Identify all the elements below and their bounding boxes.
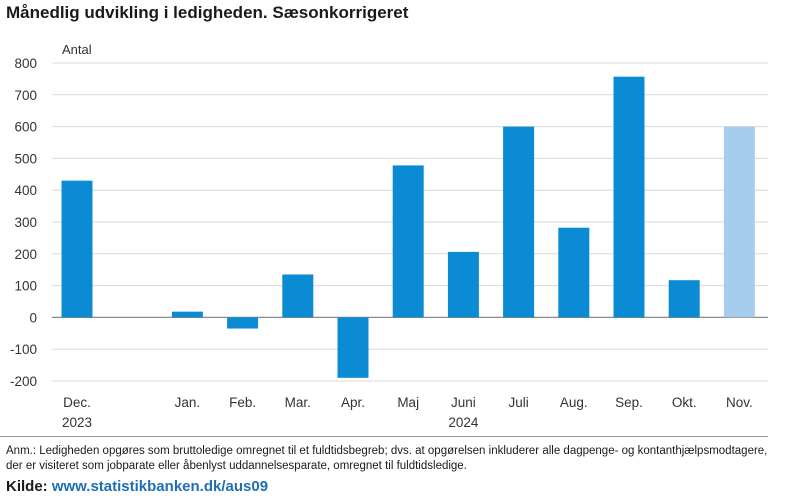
bar [723,126,755,318]
y-tick-label: -200 [10,374,37,389]
x-tick-label: Juli [508,395,528,410]
bars [61,76,755,378]
y-tick-label: 200 [14,247,37,262]
y-tick-label: 100 [14,279,37,294]
bar [171,311,203,318]
bar [447,251,479,318]
x-tick-label: Nov. [726,395,753,410]
bar [613,76,645,318]
x-tick-label: Sep. [615,395,643,410]
x-tick-label: Feb. [229,395,256,410]
x-tick-label: Jan. [175,395,201,410]
x-tick-label: Apr. [341,395,365,410]
y-tick-labels: -200 -100 0 100 200 300 400 500 600 700 800 [10,56,37,389]
x-tick-label: Juni [451,395,476,410]
x-year-label: 2024 [448,415,479,430]
source-line: Kilde: www.statistikbanken.dk/aus09 [6,478,268,495]
x-tick-label: Okt. [672,395,697,410]
y-tick-label: 500 [14,151,37,166]
y-tick-label: 0 [29,310,37,325]
x-tick-label: Aug. [560,395,588,410]
bar [337,317,369,378]
y-tick-label: 400 [14,183,37,198]
footnote: Anm.: Ledigheden opgøres som bruttoledig… [6,445,768,472]
bar [558,227,590,318]
y-tick-label: 800 [14,56,37,71]
x-tick-label: Maj [397,395,419,410]
bar [392,165,424,318]
bar [668,280,700,318]
x-tick-labels: Dec. Jan. Feb. Mar. Apr. Maj Juni Juli Aug. Sep. O… [62,395,753,430]
separator-line [0,436,768,437]
x-year-label: 2023 [62,415,92,430]
source-label: Kilde: [6,478,48,495]
y-tick-label: 600 [14,120,37,135]
y-axis-label: Antal [62,42,92,57]
bar [282,274,314,318]
bar [61,180,93,318]
source-link[interactable]: www.statistikbanken.dk/aus09 [51,478,269,495]
y-tick-label: 700 [14,88,37,103]
chart-title: Månedlig udvikling i ledigheden. Sæsonko… [6,3,409,22]
x-tick-label: Mar. [285,395,311,410]
bar [227,317,259,329]
y-tick-label: 300 [14,215,37,230]
bar-chart: -200 -100 0 100 200 300 400 500 600 700 800 Dec. Ja… [10,42,768,430]
bar [503,126,535,318]
y-tick-label: -100 [10,342,37,357]
x-tick-label: Dec. [63,395,91,410]
